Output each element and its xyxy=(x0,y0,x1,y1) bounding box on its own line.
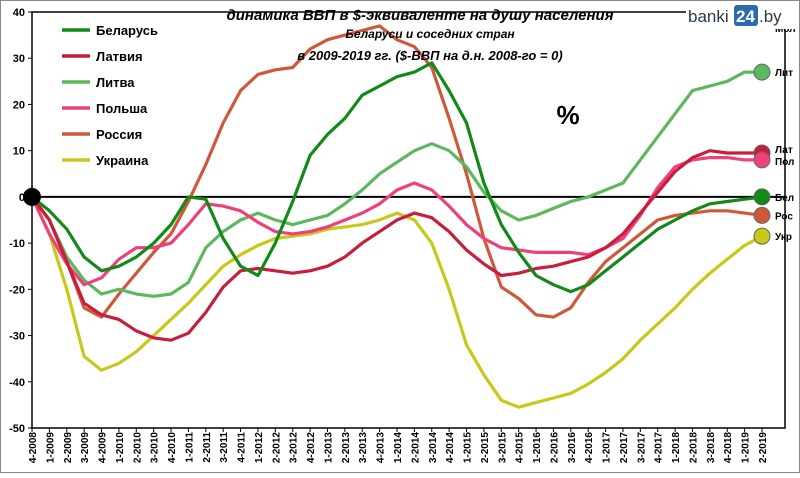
series-end-marker-2 xyxy=(753,63,771,81)
x-tick-label: 3-2013 xyxy=(358,432,369,464)
y-tick-label: -20 xyxy=(9,284,25,296)
x-tick-label: 2-2019 xyxy=(758,432,769,464)
series-end-marker-5 xyxy=(753,227,771,245)
x-tick-label: 4-2008 xyxy=(28,432,39,464)
legend-label-0: Беларусь xyxy=(96,23,158,38)
x-tick-label: 3-2016 xyxy=(567,432,578,464)
x-tick-label: 2-2012 xyxy=(271,432,282,464)
series-line-1 xyxy=(30,149,764,342)
y-tick-label: 40 xyxy=(13,7,25,19)
legend: Беларусь Латвия Литва Польша Россия Украина xyxy=(62,23,158,168)
y-tick-label: 30 xyxy=(13,53,25,65)
series-end-markers: Бел Лат Лит Пол Рос Укр xyxy=(753,63,794,245)
logo-text: banki xyxy=(688,7,729,26)
x-tick-label: 1-2019 xyxy=(741,432,752,464)
x-tick-label: 3-2010 xyxy=(150,432,161,464)
x-tick-label: 2-2011 xyxy=(202,432,213,463)
series-line-5 xyxy=(30,195,764,409)
y-tick-label: -30 xyxy=(9,331,25,343)
x-tick-label: 2-2014 xyxy=(410,432,421,464)
legend-label-1: Латвия xyxy=(96,49,143,64)
x-tick-label: 1-2009 xyxy=(45,432,56,464)
x-tick-label: 2-2010 xyxy=(132,432,143,464)
x-tick-label: 1-2014 xyxy=(393,432,404,464)
x-tick-label: 4-2014 xyxy=(445,432,456,464)
x-tick-label: 3-2018 xyxy=(706,432,717,464)
x-tick-label: 3-2014 xyxy=(428,432,439,464)
x-tick-label: 1-2016 xyxy=(532,432,543,464)
x-tick-label: 3-2011 xyxy=(219,432,230,463)
x-tick-label: 2-2016 xyxy=(549,432,560,464)
x-tick-label: 4-2012 xyxy=(306,432,317,464)
x-tick-label: 1-2018 xyxy=(671,432,682,464)
x-tick-label: 3-2009 xyxy=(80,432,91,464)
logo-suffix: .by xyxy=(759,7,782,26)
series-end-label-0: Бел xyxy=(775,193,794,204)
x-tick-label: 1-2011 xyxy=(184,432,195,463)
y-tick-label: -50 xyxy=(9,423,25,435)
legend-label-4: Россия xyxy=(96,127,142,142)
x-tick-label: 3-2015 xyxy=(497,432,508,464)
x-tick-label: 4-2018 xyxy=(723,432,734,464)
series-end-label-1: Лат xyxy=(775,145,793,156)
x-tick-label: 4-2010 xyxy=(167,432,178,464)
x-tick-label: 2-2009 xyxy=(63,432,74,464)
x-tick-label: 4-2016 xyxy=(584,432,595,464)
y-tick-label: 10 xyxy=(13,146,25,158)
series-end-label-4: Рос xyxy=(775,211,793,222)
y-tick-label: -40 xyxy=(9,377,25,389)
chart-subtitle: Беларуси и соседних стран xyxy=(345,27,515,41)
series-lines xyxy=(30,24,764,409)
series-end-label-5: Укр xyxy=(775,232,792,243)
x-tick-label: 1-2010 xyxy=(115,432,126,464)
series-line-4 xyxy=(30,24,764,319)
x-tick-label: 4-2009 xyxy=(98,432,109,464)
logo-number: 24 xyxy=(736,7,755,26)
series-line-0 xyxy=(30,61,764,294)
chart-subtitle-period: в 2009-2019 гг. ($-ВВП на д.н. 2008-го =… xyxy=(297,48,562,63)
x-tick-label: 4-2013 xyxy=(376,432,387,464)
x-tick-label: 2-2017 xyxy=(619,432,630,464)
x-tick-label: 3-2017 xyxy=(636,432,647,464)
origin-marker xyxy=(23,187,41,206)
x-tick-label: 4-2015 xyxy=(515,432,526,464)
x-tick-label: 4-2011 xyxy=(237,432,248,463)
chart-title: динамика ВВП в $-эквиваленте на душу нас… xyxy=(226,7,613,24)
x-tick-label: 3-2012 xyxy=(289,432,300,464)
plot-area-frame xyxy=(31,11,786,429)
series-end-label-2: Лит xyxy=(775,68,793,79)
x-tick-label: 2-2018 xyxy=(688,432,699,464)
legend-label-2: Литва xyxy=(96,75,135,90)
series-end-marker-3 xyxy=(753,151,771,169)
series-end-label-3: Пол xyxy=(775,157,794,168)
y-tick-label: 0 xyxy=(19,192,25,204)
x-tick-label: 1-2012 xyxy=(254,432,265,464)
y-tick-label: 20 xyxy=(13,99,25,111)
y-tick-label: -10 xyxy=(9,238,25,250)
x-tick-label: 4-2017 xyxy=(654,432,665,464)
series-end-marker-0 xyxy=(753,188,771,206)
logo-number-badge xyxy=(734,5,758,26)
x-axis: 4-2008 1-2009 2-2009 3-2009 4-2009 1-2010 2-20… xyxy=(28,428,769,463)
legend-label-3: Польша xyxy=(96,101,148,116)
partial-end-label: Мол xyxy=(775,24,796,35)
x-tick-label: 1-2017 xyxy=(602,432,613,464)
x-tick-label: 2-2013 xyxy=(341,432,352,464)
x-tick-label: 1-2015 xyxy=(463,432,474,464)
x-tick-label: 1-2013 xyxy=(323,432,334,464)
series-end-marker-4 xyxy=(753,206,771,224)
unit-label: % xyxy=(556,100,579,130)
banki24-logo: banki 24 .by xyxy=(686,3,798,29)
y-axis: 40 30 20 10 0 -10 -20 -30 -40 -50 xyxy=(9,7,32,435)
legend-label-5: Украина xyxy=(96,153,149,168)
series-line-2 xyxy=(30,70,764,298)
x-tick-label: 2-2015 xyxy=(480,432,491,464)
